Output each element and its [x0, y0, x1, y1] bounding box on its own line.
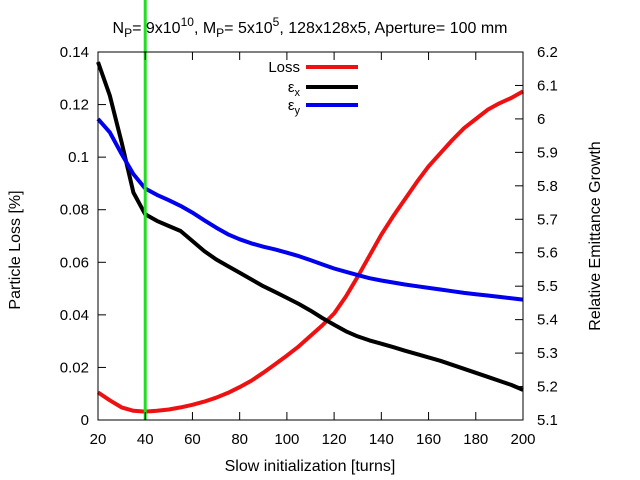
x-tick-label: 100 [274, 431, 299, 448]
y-left-tick-label: 0.04 [60, 307, 89, 324]
series-line-2 [96, 117, 524, 302]
x-tick-label: 60 [184, 431, 201, 448]
y-axis-left-label: Particle Loss [%] [7, 190, 24, 309]
y-right-tick-label: 5.7 [537, 211, 558, 228]
chart-frame [97, 51, 524, 421]
x-tick-label: 20 [90, 431, 107, 448]
x-axis-label: Slow initialization [turns] [225, 458, 396, 475]
y-left-tick-label: 0.08 [60, 202, 89, 219]
chart-title: NP= 9x1010, MP= 5x105, 128x128x5, Apertu… [113, 15, 508, 40]
x-tick-label: 160 [416, 431, 441, 448]
x-tick-label: 180 [463, 431, 488, 448]
y-left-tick-label: 0.12 [60, 97, 89, 114]
y-right-tick-label: 5.6 [537, 245, 558, 262]
x-tick-label: 120 [322, 431, 347, 448]
x-tick-label: 140 [369, 431, 394, 448]
x-tick-label: 200 [510, 431, 535, 448]
y-right-tick-label: 5.5 [537, 278, 558, 295]
y-right-tick-label: 5.2 [537, 379, 558, 396]
chart-ticks: 20 40 60 80 100 120 140 160 180 200 0 0.02 0.04 0.06 0… [60, 44, 558, 448]
x-tick-label: 80 [231, 431, 248, 448]
y-right-tick-label: 5.9 [537, 144, 558, 161]
y-right-tick-label: 6.2 [537, 44, 558, 61]
y-right-tick-label: 5.8 [537, 178, 558, 195]
legend-label-1: εx [288, 79, 301, 99]
chart-series-layer [96, 61, 524, 414]
plot-border [97, 51, 524, 421]
y-left-tick-label: 0.06 [60, 254, 89, 271]
series-line-0 [96, 89, 524, 414]
y-right-tick-label: 6 [537, 111, 545, 128]
y-left-tick-label: 0 [81, 412, 89, 429]
y-right-tick-label: 6.1 [537, 77, 558, 94]
y-left-tick-label: 0.02 [60, 359, 89, 376]
legend-label-0: Loss [268, 59, 300, 76]
y-right-tick-label: 5.3 [537, 345, 558, 362]
y-left-tick-label: 0.1 [68, 149, 89, 166]
y-axis-right-label: Relative Emittance Growth [587, 141, 604, 330]
y-right-tick-label: 5.4 [537, 312, 558, 329]
y-left-tick-label: 0.14 [60, 44, 89, 61]
x-tick-label: 40 [137, 431, 154, 448]
y-right-tick-label: 5.1 [537, 412, 558, 429]
legend-label-2: εy [288, 97, 301, 117]
series-line-1 [96, 61, 524, 392]
